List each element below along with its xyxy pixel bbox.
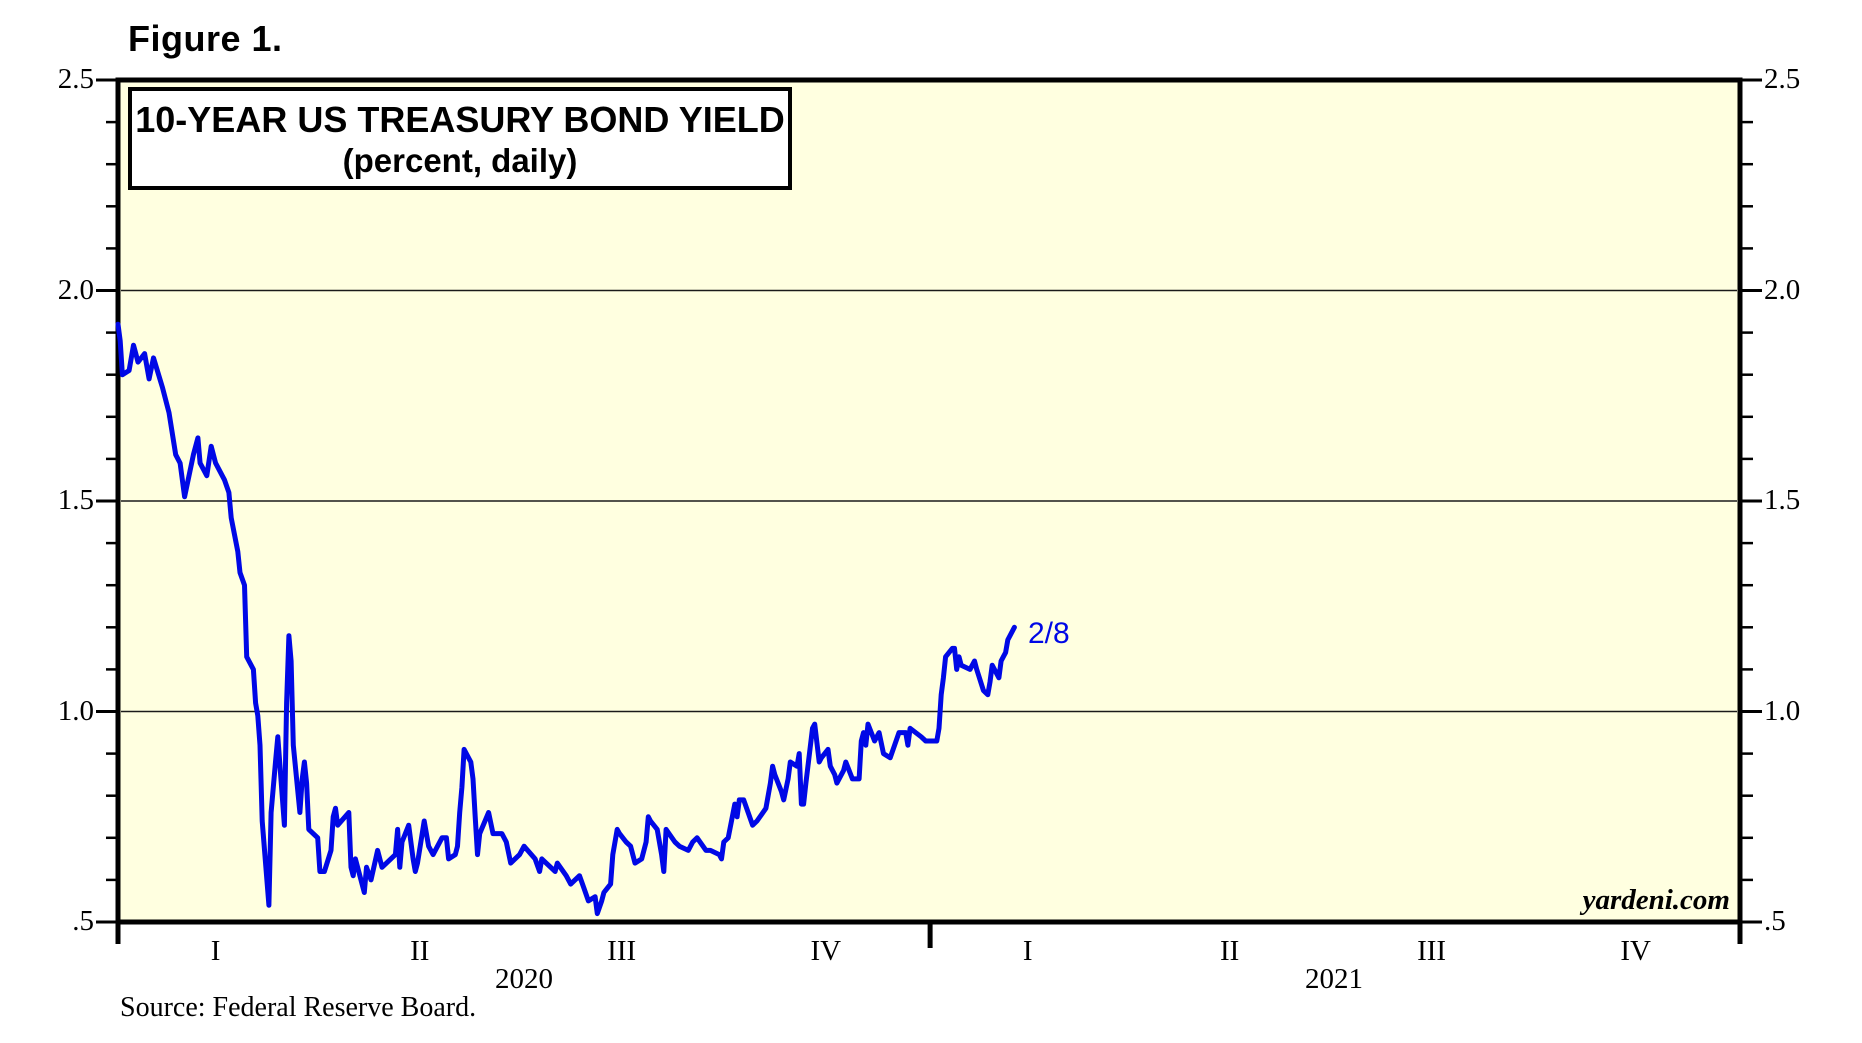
y-axis-label-left-.5: .5: [72, 905, 94, 937]
y-axis-label-right-.5: .5: [1764, 905, 1786, 937]
plot-frame: [115, 77, 1743, 925]
y-axis-label-right-1.0: 1.0: [1764, 694, 1801, 727]
axis-ticks: [96, 78, 1762, 948]
chart-title: 10-YEAR US TREASURY BOND YIELD: [135, 98, 785, 140]
x-axis-quarter-label-0: I: [210, 935, 221, 967]
watermark-yardeni: yardeni.com: [1582, 884, 1730, 916]
source-note: Source: Federal Reserve Board.: [120, 992, 477, 1023]
x-axis-quarter-label-7: IV: [1620, 935, 1651, 967]
y-axis-label-right-2.5: 2.5: [1764, 63, 1801, 95]
chart-subtitle: (percent, daily): [342, 141, 578, 179]
y-axis-label-left-1.0: 1.0: [57, 694, 94, 727]
y-axis-label-right-2.0: 2.0: [1764, 273, 1801, 306]
last-point-date-label: 2/8: [1028, 617, 1070, 650]
y-axis-label-left-2.0: 2.0: [57, 273, 94, 306]
x-axis-quarter-label-3: IV: [810, 935, 842, 967]
y-axis-label-left-2.5: 2.5: [57, 63, 94, 95]
x-axis-quarter-label-6: III: [1417, 935, 1447, 967]
yield-line-series: [115, 321, 1017, 917]
chart-title-box: 10-YEAR US TREASURY BOND YIELD (percent,…: [128, 87, 792, 190]
y-axis-label-left-1.5: 1.5: [57, 484, 94, 516]
x-axis-year-label-2021: 2021: [1304, 963, 1363, 995]
x-axis-quarter-label-1: II: [410, 935, 430, 967]
figure-label: Figure 1.: [128, 18, 283, 59]
x-axis-quarter-label-4: I: [1022, 935, 1033, 967]
x-axis-year-label-2020: 2020: [495, 963, 554, 995]
y-axis-label-right-1.5: 1.5: [1764, 484, 1801, 516]
x-axis-quarter-label-5: II: [1219, 935, 1240, 967]
x-axis-quarter-label-2: III: [607, 935, 637, 967]
gridlines: [121, 289, 1737, 713]
